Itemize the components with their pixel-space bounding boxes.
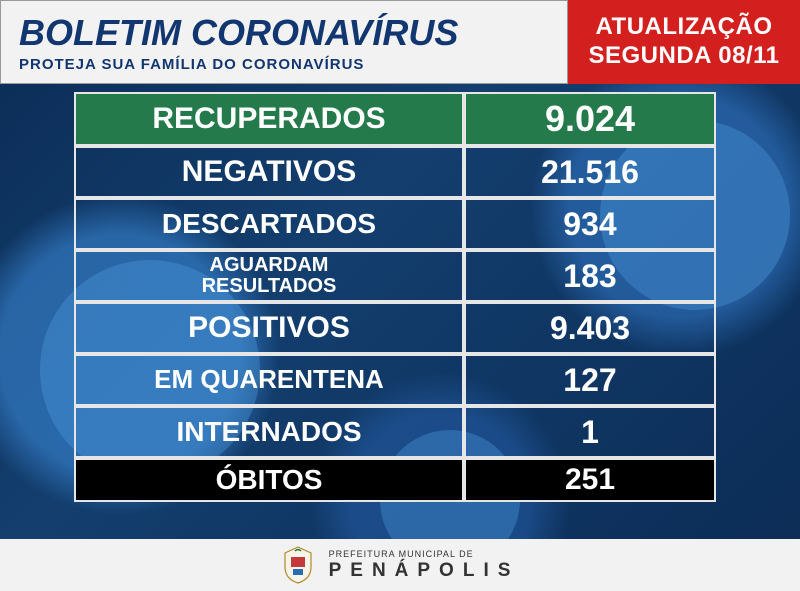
table-row: NEGATIVOS21.516 (74, 146, 716, 198)
footer-line1: PREFEITURA MUNICIPAL DE (329, 550, 520, 559)
stat-label: AGUARDAM RESULTADOS (74, 250, 464, 302)
footer-text: PREFEITURA MUNICIPAL DE PENÁPOLIS (329, 550, 520, 580)
stat-value: 127 (464, 354, 716, 406)
table-row: POSITIVOS9.403 (74, 302, 716, 354)
update-line2: SEGUNDA 08/11 (588, 42, 779, 71)
table-row: EM QUARENTENA127 (74, 354, 716, 406)
stat-label: NEGATIVOS (74, 146, 464, 198)
stat-label: INTERNADOS (74, 406, 464, 458)
stat-value: 9.403 (464, 302, 716, 354)
stat-label: RECUPERADOS (74, 92, 464, 146)
stat-label: ÓBITOS (74, 458, 464, 502)
footer: PREFEITURA MUNICIPAL DE PENÁPOLIS (0, 539, 800, 591)
header: BOLETIM CORONAVÍRUS PROTEJA SUA FAMÍLIA … (0, 0, 800, 84)
stat-label: EM QUARENTENA (74, 354, 464, 406)
crest-icon (281, 545, 315, 585)
stat-value: 251 (464, 458, 716, 502)
table-row: INTERNADOS1 (74, 406, 716, 458)
title: BOLETIM CORONAVÍRUS (19, 12, 567, 54)
header-update: ATUALIZAÇÃO SEGUNDA 08/11 (568, 0, 800, 84)
update-line1: ATUALIZAÇÃO (595, 13, 772, 42)
table-row: AGUARDAM RESULTADOS183 (74, 250, 716, 302)
stat-value: 934 (464, 198, 716, 250)
table-row: ÓBITOS251 (74, 458, 716, 502)
subtitle: PROTEJA SUA FAMÍLIA DO CORONAVÍRUS (19, 56, 567, 73)
table-row: RECUPERADOS9.024 (74, 92, 716, 146)
bulletin-card: BOLETIM CORONAVÍRUS PROTEJA SUA FAMÍLIA … (0, 0, 800, 591)
table-row: DESCARTADOS934 (74, 198, 716, 250)
stat-value: 183 (464, 250, 716, 302)
header-left: BOLETIM CORONAVÍRUS PROTEJA SUA FAMÍLIA … (0, 0, 568, 84)
stat-label: DESCARTADOS (74, 198, 464, 250)
stats-table: RECUPERADOS9.024NEGATIVOS21.516DESCARTAD… (74, 92, 716, 502)
stat-label: POSITIVOS (74, 302, 464, 354)
footer-line2: PENÁPOLIS (329, 561, 520, 580)
stat-value: 21.516 (464, 146, 716, 198)
stat-value: 1 (464, 406, 716, 458)
stat-value: 9.024 (464, 92, 716, 146)
